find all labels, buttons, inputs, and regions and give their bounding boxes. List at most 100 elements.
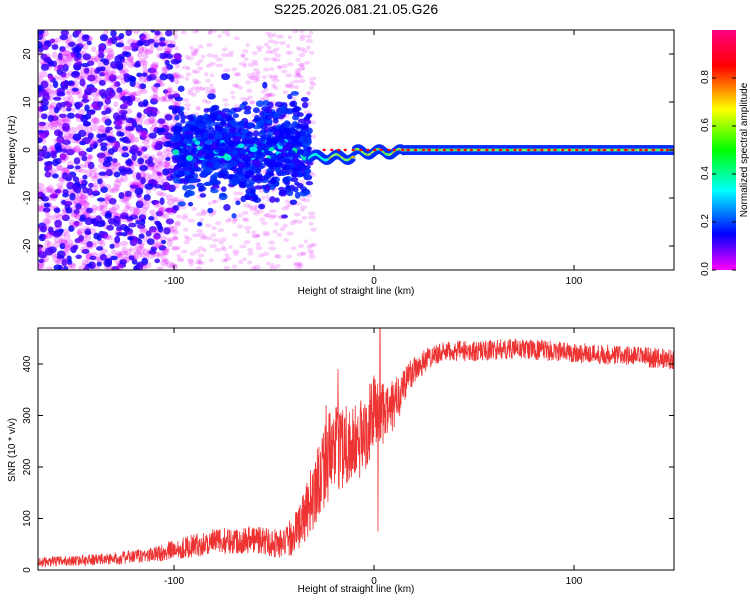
- heatmap-cell: [121, 152, 130, 158]
- heatmap-cell: [79, 195, 88, 204]
- heatmap-cell: [81, 179, 88, 186]
- heatmap-cell: [87, 154, 93, 161]
- heatmap-cell: [65, 38, 71, 45]
- heatmap-cell: [220, 52, 229, 57]
- heatmap-cell: [143, 75, 149, 84]
- heatmap-cell: [212, 199, 217, 204]
- heatmap-cell: [53, 65, 60, 71]
- heatmap-cell: [82, 201, 91, 208]
- heatmap-cell: [51, 44, 59, 50]
- heatmap-cell: [290, 91, 299, 96]
- heatmap-cell: [66, 181, 75, 190]
- heatmap-cell: [105, 75, 113, 81]
- heatmap-cell: [125, 125, 134, 131]
- heatmap-cell: [150, 70, 159, 77]
- heatmap-cell: [140, 34, 147, 40]
- heatmap-cell: [213, 172, 219, 177]
- heatmap-cell: [231, 213, 237, 219]
- heatmap-cell: [146, 251, 156, 259]
- heatmap-cell: [226, 116, 234, 121]
- heatmap-cell: [40, 98, 49, 107]
- heatmap-cell: [262, 251, 270, 256]
- heatmap-cell: [239, 148, 247, 155]
- heatmap-cell: [125, 169, 134, 175]
- heatmap-cell: [65, 90, 71, 95]
- heatmap-cell: [588, 148, 592, 152]
- heatmap-cell: [284, 83, 290, 88]
- heatmap-cell: [233, 107, 242, 113]
- heatmap-cell: [299, 197, 306, 202]
- heatmap-cell: [267, 101, 274, 109]
- heatmap-cell: [39, 122, 45, 129]
- heatmap-cell: [114, 81, 121, 88]
- heatmap-cell: [93, 117, 99, 125]
- heatmap-cell: [236, 213, 244, 218]
- heatmap-cell: [155, 168, 165, 176]
- heatmap-cell: [286, 231, 294, 236]
- heatmap-cell: [150, 246, 157, 252]
- heatmap-cell: [59, 152, 65, 160]
- heatmap-cell: [289, 81, 294, 86]
- heatmap-cell: [119, 214, 129, 220]
- heatmap-cell: [215, 63, 224, 68]
- heatmap-cell: [296, 149, 305, 155]
- heatmap-cell: [70, 107, 76, 112]
- heatmap-cell: [143, 136, 151, 142]
- heatmap-cell: [280, 107, 287, 114]
- heatmap-cell: [159, 197, 165, 206]
- heatmap-cell: [214, 124, 220, 130]
- heatmap-cell: [76, 57, 84, 62]
- heatmap-cell: [129, 212, 137, 218]
- heatmap-cell: [235, 72, 242, 77]
- colorbar: 0.0 0.2 0.4 0.6 0.8 Normalized spectral ampl…: [700, 30, 750, 276]
- heatmap-cell: [286, 62, 294, 67]
- heatmap-cell: [64, 125, 71, 134]
- heatmap-cell: [183, 234, 190, 239]
- heatmap-cell: [271, 83, 277, 88]
- heatmap-cell: [210, 89, 216, 94]
- heatmap-cell: [268, 246, 277, 251]
- heatmap-cell: [644, 148, 648, 152]
- heatmap-cell: [77, 238, 85, 244]
- heatmap-cell: [67, 41, 76, 48]
- heatmap-cell: [38, 263, 43, 270]
- heatmap-cell: [131, 91, 137, 98]
- heatmap-cell: [77, 222, 84, 227]
- heatmap-cell: [49, 90, 56, 96]
- heatmap-cell: [140, 35, 146, 41]
- heatmap-cell: [72, 176, 80, 183]
- heatmap-cell: [210, 233, 217, 238]
- heatmap-cell: [102, 96, 110, 104]
- heatmap-cell: [152, 236, 159, 242]
- heatmap-cell: [38, 225, 42, 233]
- snr-x-ticks: -100 0 100: [164, 328, 583, 587]
- heatmap-cell: [81, 259, 89, 266]
- heatmap-cell: [61, 214, 70, 222]
- heatmap-cell: [244, 80, 252, 85]
- heatmap-cell: [49, 193, 59, 199]
- heatmap-cell: [166, 48, 172, 55]
- heatmap-cell: [205, 140, 212, 146]
- heatmap-cell: [133, 207, 141, 216]
- heatmap-cell: [221, 30, 230, 35]
- heatmap-cell: [38, 90, 46, 98]
- heatmap-cell: [171, 185, 179, 190]
- heatmap-cell: [46, 184, 54, 193]
- heatmap-cell: [132, 238, 139, 246]
- heatmap-cell: [126, 216, 134, 222]
- heatmap-cell: [104, 212, 112, 219]
- heatmap-cell: [119, 103, 128, 110]
- heatmap-cell: [39, 225, 47, 233]
- heatmap-cell: [42, 86, 49, 92]
- heatmap-cell: [159, 37, 166, 42]
- heatmap-cell: [154, 258, 161, 264]
- heatmap-cell: [87, 161, 95, 170]
- heatmap-cell: [183, 145, 192, 150]
- heatmap-cell: [172, 73, 178, 78]
- heatmap-cell: [42, 225, 48, 231]
- colorbar-tick-label: 0.2: [700, 214, 711, 228]
- heatmap-cell: [212, 184, 220, 189]
- heatmap-cell: [299, 30, 305, 34]
- heatmap-cell: [236, 191, 244, 196]
